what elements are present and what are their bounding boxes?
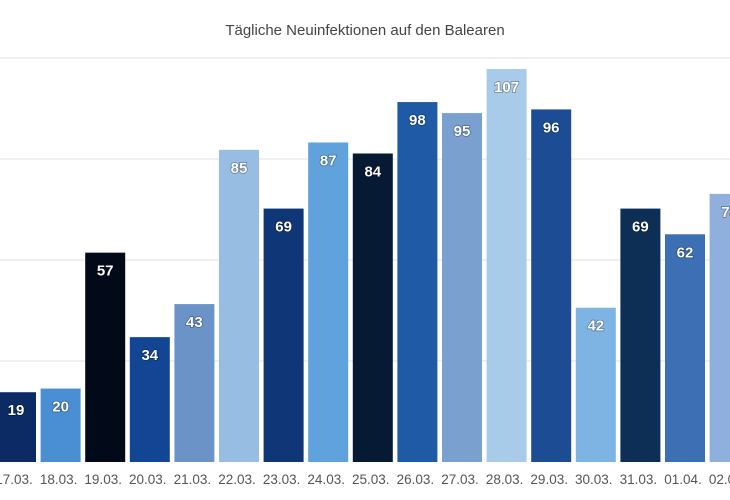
- bar: [709, 193, 730, 462]
- bar: [531, 109, 572, 462]
- bar: [397, 102, 438, 462]
- data-label: 20: [52, 399, 69, 416]
- data-label: 69: [275, 219, 292, 236]
- x-tick-label: 22.03.: [218, 472, 256, 487]
- data-label: 98: [409, 112, 426, 129]
- x-tick-label: 02.04.: [709, 472, 730, 487]
- x-tick-label: 23.03.: [263, 472, 301, 487]
- bar: [0, 392, 36, 462]
- bar: [219, 149, 259, 462]
- bar: [352, 153, 393, 462]
- x-tick-label: 20.03.: [129, 472, 167, 487]
- data-label: 73: [721, 204, 730, 221]
- data-label: 107: [494, 79, 519, 96]
- data-label: 62: [677, 244, 694, 261]
- bar: [263, 208, 304, 462]
- x-tick-label: 25.03.: [352, 472, 390, 487]
- data-label: 96: [543, 119, 560, 136]
- data-label: 43: [186, 314, 203, 331]
- bar: [308, 142, 349, 463]
- data-label: 19: [8, 402, 25, 419]
- x-tick-label: 26.03.: [397, 472, 435, 487]
- data-label: 85: [231, 160, 248, 177]
- data-label: 84: [364, 163, 381, 180]
- x-tick-label: 28.03.: [486, 472, 524, 487]
- x-tick-label: 21.03.: [174, 472, 212, 487]
- bar: [85, 252, 126, 462]
- data-label: 69: [632, 219, 649, 236]
- chart-title: Tägliche Neuinfektionen auf den Balearen: [225, 22, 505, 39]
- bar: [486, 69, 527, 462]
- data-label: 42: [587, 318, 604, 335]
- x-tick-label: 29.03.: [530, 472, 568, 487]
- x-tick-label: 17.03.: [0, 472, 33, 487]
- bar: [442, 113, 482, 462]
- x-tick-label: 24.03.: [307, 472, 345, 487]
- bar: [620, 208, 661, 462]
- x-tick-label: 31.03.: [620, 472, 658, 487]
- bar: [129, 337, 170, 462]
- data-label: 95: [454, 123, 471, 140]
- x-tick-label: 30.03.: [575, 472, 613, 487]
- data-label: 87: [320, 152, 337, 169]
- x-tick-label: 19.03.: [84, 472, 122, 487]
- bar: [575, 307, 616, 462]
- data-label: 57: [97, 263, 114, 280]
- x-tick-label: 01.04.: [664, 472, 702, 487]
- x-tick-label: 27.03.: [441, 472, 479, 487]
- data-label: 34: [141, 347, 158, 364]
- x-tick-label: 18.03.: [40, 472, 78, 487]
- bar: [40, 388, 81, 462]
- bar: [174, 304, 215, 462]
- bar: [665, 234, 705, 462]
